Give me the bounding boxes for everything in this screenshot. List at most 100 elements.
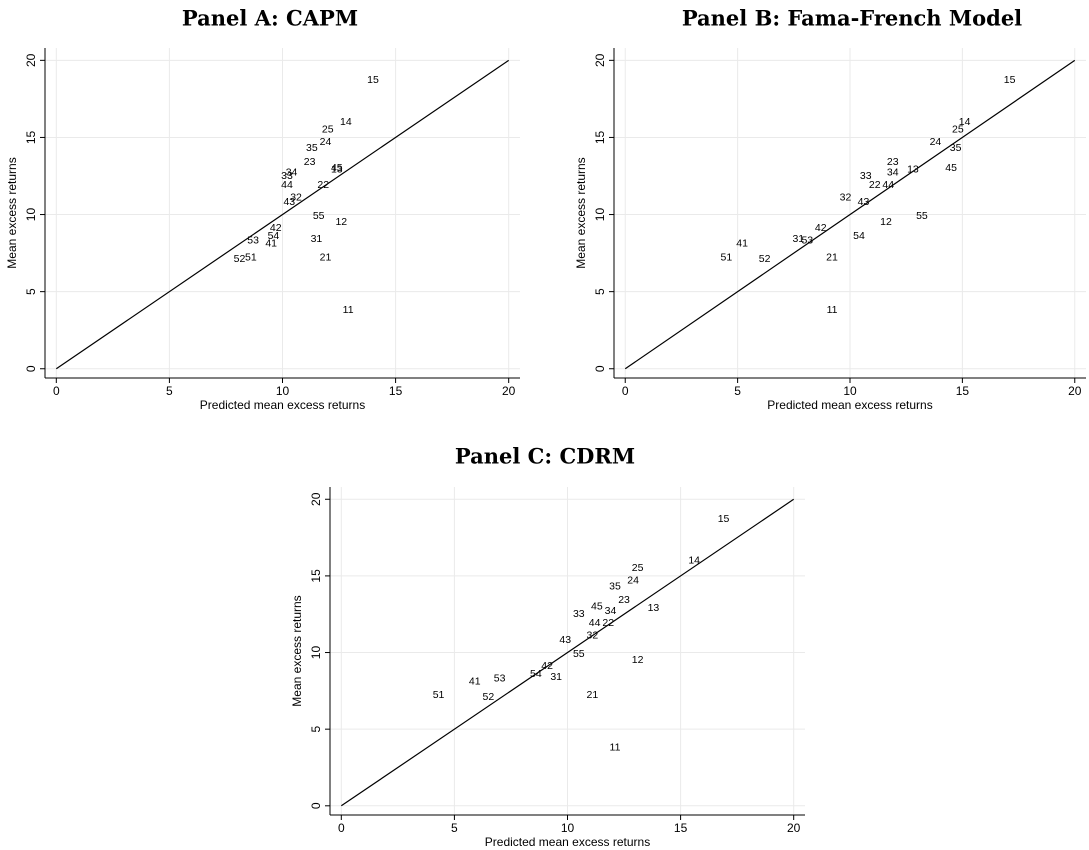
point-label: 31: [550, 671, 562, 683]
x-tick-label: 10: [276, 384, 290, 398]
point-label: 15: [367, 74, 379, 86]
point-label: 53: [247, 235, 259, 247]
point-label: 12: [335, 216, 347, 228]
y-tick-label: 0: [24, 365, 38, 372]
x-axis-label: Predicted mean excess returns: [485, 835, 650, 849]
point-label: 54: [268, 230, 280, 242]
y-axis-label: Mean excess returns: [5, 157, 19, 268]
point-label: 25: [322, 124, 334, 136]
point-label: 34: [605, 605, 617, 617]
point-label: 13: [907, 164, 919, 176]
point-label: 22: [869, 179, 881, 191]
point-label: 45: [331, 162, 343, 174]
point-label: 53: [801, 235, 813, 247]
y-tick-label: 5: [593, 288, 607, 295]
point-label: 32: [290, 191, 302, 203]
x-tick-label: 0: [622, 384, 629, 398]
point-label: 32: [587, 629, 599, 641]
point-label: 45: [591, 600, 603, 612]
point-label: 31: [311, 233, 323, 245]
y-tick-label: 15: [24, 130, 38, 144]
point-label: 35: [306, 142, 318, 154]
y-tick-label: 5: [309, 726, 323, 733]
point-label: 44: [281, 179, 293, 191]
x-tick-label: 0: [53, 384, 60, 398]
point-label: 24: [627, 574, 639, 586]
point-label: 34: [286, 167, 298, 179]
point-label: 53: [494, 672, 506, 684]
point-label: 42: [815, 222, 827, 234]
point-label: 11: [827, 304, 838, 316]
point-label: 25: [952, 124, 964, 136]
point-label: 55: [573, 648, 585, 660]
point-label: 22: [602, 617, 614, 629]
point-label: 33: [281, 170, 293, 182]
point-label: 24: [930, 136, 942, 148]
point-label: 35: [950, 142, 962, 154]
x-tick-label: 15: [956, 384, 970, 398]
y-tick-label: 20: [24, 53, 38, 67]
y-tick-label: 0: [309, 802, 323, 809]
point-label: 14: [688, 554, 700, 566]
y-axis-label: Mean excess returns: [574, 157, 588, 268]
point-label: 11: [343, 304, 354, 316]
point-label: 21: [826, 252, 838, 264]
y-tick-label: 15: [309, 569, 323, 583]
x-tick-label: 5: [166, 384, 173, 398]
point-label: 33: [573, 608, 585, 620]
point-label: 43: [858, 196, 870, 208]
y-tick-label: 20: [309, 492, 323, 506]
point-label: 52: [759, 253, 771, 265]
point-label: 15: [1004, 74, 1016, 86]
y-axis-label: Mean excess returns: [290, 595, 304, 706]
panel-title: Panel A: CAPM: [182, 6, 358, 31]
point-label: 24: [320, 136, 332, 148]
point-label: 55: [916, 210, 928, 222]
x-tick-label: 5: [734, 384, 741, 398]
point-label: 44: [882, 179, 894, 191]
point-label: 12: [632, 654, 644, 666]
point-label: 41: [469, 675, 481, 687]
point-label: 51: [433, 689, 445, 701]
y-tick-label: 20: [593, 53, 607, 67]
point-label: 15: [718, 513, 730, 525]
point-label: 22: [317, 179, 329, 191]
x-tick-label: 20: [1068, 384, 1082, 398]
point-label: 33: [860, 170, 872, 182]
point-label: 23: [618, 594, 630, 606]
y-tick-label: 10: [593, 208, 607, 222]
x-tick-label: 10: [843, 384, 857, 398]
diagonal-line: [55, 59, 510, 370]
point-label: 23: [304, 156, 316, 168]
diagonal-line: [340, 498, 795, 807]
point-label: 31: [792, 233, 804, 245]
point-label: 21: [320, 252, 332, 264]
x-tick-label: 5: [451, 821, 458, 835]
panel-title: Panel C: CDRM: [455, 444, 635, 469]
point-label: 41: [265, 238, 277, 250]
point-label: 54: [853, 230, 865, 242]
point-label: 34: [887, 167, 899, 179]
point-label: 42: [270, 222, 282, 234]
y-tick-label: 10: [309, 646, 323, 660]
point-label: 45: [945, 162, 957, 174]
point-label: 32: [840, 191, 852, 203]
point-label: 13: [648, 602, 660, 614]
point-label: 43: [559, 634, 571, 646]
x-tick-label: 20: [787, 821, 801, 835]
point-label: 11: [610, 741, 621, 753]
x-tick-label: 20: [502, 384, 516, 398]
y-tick-label: 0: [593, 365, 607, 372]
y-tick-label: 15: [593, 130, 607, 144]
point-label: 44: [589, 617, 601, 629]
diagonal-line: [624, 59, 1076, 370]
point-label: 13: [331, 164, 343, 176]
point-label: 42: [541, 660, 553, 672]
point-label: 35: [609, 580, 621, 592]
point-label: 51: [721, 252, 733, 264]
x-tick-label: 10: [561, 821, 575, 835]
point-label: 54: [530, 668, 542, 680]
panel-title: Panel B: Fama-French Model: [682, 6, 1022, 31]
point-label: 25: [632, 562, 644, 574]
